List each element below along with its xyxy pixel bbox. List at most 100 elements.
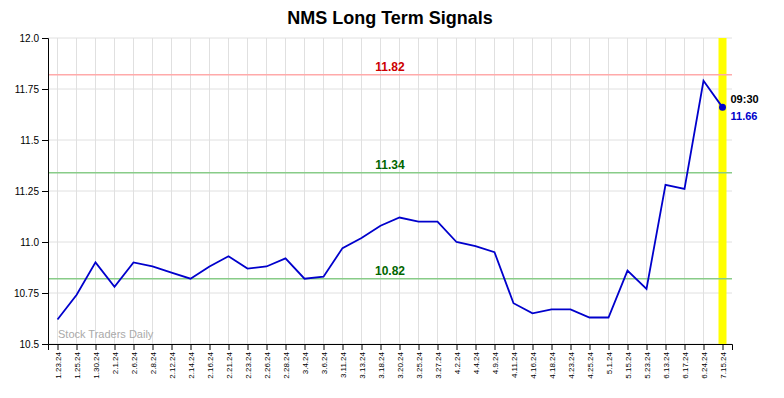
x-tick-mark — [571, 344, 572, 350]
x-tick-mark — [324, 344, 325, 350]
x-tick-label: 2.6.24 — [130, 351, 139, 374]
x-tick: 4.11.24 — [510, 344, 519, 378]
grid-line-x — [95, 38, 96, 344]
grid-line-x — [190, 38, 191, 344]
x-tick-label: 3.11.24 — [339, 351, 348, 378]
annotation-value: 11.66 — [731, 110, 758, 122]
grid-line-x — [684, 38, 685, 344]
x-tick-label: 6.13.24 — [662, 351, 671, 378]
x-tick-mark — [153, 344, 154, 350]
grid-line-y — [48, 293, 732, 294]
y-tick-mark — [42, 191, 48, 192]
x-tick-label: 5.15.24 — [624, 351, 633, 378]
grid-line-x — [627, 38, 628, 344]
grid-line-y — [48, 89, 732, 90]
x-tick-mark — [58, 344, 59, 350]
x-tick: 3.6.24 — [320, 344, 329, 374]
x-tick: 4.16.24 — [529, 344, 538, 379]
x-tick-label: 2.23.24 — [244, 351, 253, 378]
x-tick-label: 3.4.24 — [301, 351, 310, 374]
y-tick-label: 10.5 — [20, 339, 40, 350]
series-line — [58, 81, 723, 320]
x-tick-label: 7.15.24 — [719, 351, 728, 378]
x-tick-mark — [77, 344, 78, 350]
grid-line-y — [48, 242, 732, 243]
x-tick-label: 3.6.24 — [320, 351, 329, 374]
x-tick: 3.27.24 — [434, 344, 443, 379]
grid-line-x — [114, 38, 115, 344]
y-tick: 12.0 — [20, 33, 48, 44]
x-tick-label: 2.12.24 — [168, 351, 177, 378]
y-tick-mark — [42, 89, 48, 90]
x-tick: 2.16.24 — [206, 344, 215, 379]
x-tick-mark — [191, 344, 192, 350]
x-tick: 5.1.24 — [605, 344, 614, 374]
reference-line-label: 10.82 — [375, 264, 405, 278]
x-tick-label: 6.17.24 — [681, 351, 690, 378]
grid-line-x — [285, 38, 286, 344]
x-tick-mark — [96, 344, 97, 350]
annotations: 11.8211.3410.8209:3011.66Stock Traders D… — [58, 60, 759, 340]
x-tick: 2.12.24 — [168, 344, 177, 379]
grid-line-x — [266, 38, 267, 344]
x-tick: 3.4.24 — [301, 344, 310, 374]
x-tick-mark — [685, 344, 686, 350]
y-tick-mark — [42, 38, 48, 39]
reference-line-label: 11.34 — [375, 158, 405, 172]
x-tick: 2.1.24 — [111, 344, 120, 374]
grid-line-x — [494, 38, 495, 344]
x-tick: 2.14.24 — [187, 344, 196, 379]
x-tick-mark — [514, 344, 515, 350]
x-tick-mark — [457, 344, 458, 350]
grid-line-y — [48, 38, 732, 39]
x-tick-mark — [590, 344, 591, 350]
grid-line-x — [171, 38, 172, 344]
x-tick: 4.2.24 — [453, 344, 462, 374]
x-tick: 3.18.24 — [377, 344, 386, 379]
x-tick: 2.23.24 — [244, 344, 253, 379]
x-tick-mark — [609, 344, 610, 350]
x-tick-mark — [248, 344, 249, 350]
x-tick-mark — [495, 344, 496, 350]
x-tick: 3.20.24 — [396, 344, 405, 379]
grid-line-x — [608, 38, 609, 344]
x-tick: 5.23.24 — [643, 344, 652, 379]
grid-line-x — [646, 38, 647, 344]
grid-line-x — [323, 38, 324, 344]
x-tick-label: 6.24.24 — [700, 351, 709, 378]
reference-line — [48, 74, 732, 76]
plot: 1.23.241.25.241.30.242.1.242.6.242.8.242… — [14, 33, 759, 379]
x-tick-label: 2.8.24 — [149, 351, 158, 374]
x-tick-label: 2.16.24 — [206, 351, 215, 378]
x-tick-mark — [305, 344, 306, 350]
x-tick-label: 5.1.24 — [605, 351, 614, 374]
grid-line-x — [399, 38, 400, 344]
grid — [48, 38, 732, 344]
y-tick-label: 11.5 — [20, 135, 39, 146]
x-tick-mark — [229, 344, 230, 350]
x-tick-label: 4.11.24 — [510, 351, 519, 378]
x-tick-label: 4.25.24 — [586, 351, 595, 378]
x-tick-mark — [381, 344, 382, 350]
reference-line-label: 11.82 — [375, 60, 405, 74]
grid-line-x — [361, 38, 362, 344]
grid-line-y — [48, 140, 732, 141]
x-tick-mark — [647, 344, 648, 350]
x-tick-mark — [704, 344, 705, 350]
x-tick-label: 2.1.24 — [111, 351, 120, 374]
x-tick: 7.15.24 — [719, 344, 728, 379]
x-tick: 4.25.24 — [586, 344, 595, 379]
x-tick-mark — [628, 344, 629, 350]
x-tick-label: 3.20.24 — [396, 351, 405, 378]
x-tick-mark — [476, 344, 477, 350]
x-tick: 3.11.24 — [339, 344, 348, 378]
y-tick: 11.0 — [20, 237, 48, 248]
data-area — [48, 38, 732, 344]
x-tick: 2.28.24 — [282, 344, 291, 379]
grid-line-x — [342, 38, 343, 344]
x-tick: 3.13.24 — [358, 344, 367, 379]
grid-line-x — [133, 38, 134, 344]
x-tick: 1.30.24 — [92, 344, 101, 379]
x-tick-mark — [172, 344, 173, 350]
x-tick-mark — [438, 344, 439, 350]
